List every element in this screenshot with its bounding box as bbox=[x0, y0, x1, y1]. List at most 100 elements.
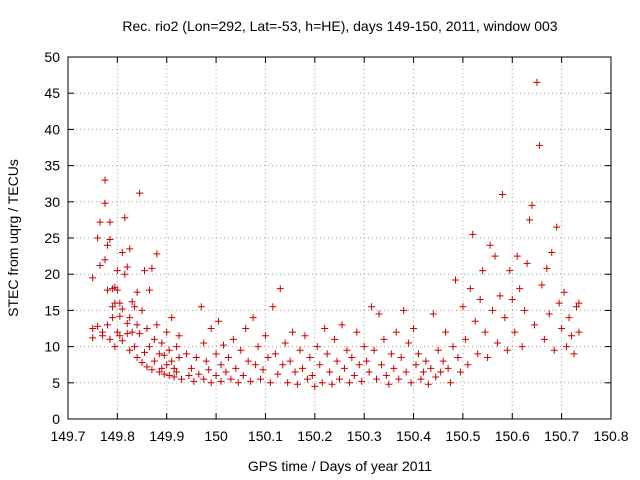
data-point bbox=[131, 343, 139, 351]
x-tick-label: 150.1 bbox=[248, 428, 283, 444]
data-point bbox=[535, 141, 543, 149]
plot-frame bbox=[67, 56, 612, 420]
data-point bbox=[252, 361, 260, 369]
data-point bbox=[513, 252, 521, 260]
data-point bbox=[353, 328, 361, 336]
data-point bbox=[89, 274, 97, 282]
data-point bbox=[170, 364, 178, 372]
data-point bbox=[173, 343, 181, 351]
data-point bbox=[187, 364, 195, 372]
data-point bbox=[108, 303, 116, 311]
data-point bbox=[143, 325, 151, 332]
data-point bbox=[103, 286, 111, 294]
data-point bbox=[170, 373, 178, 381]
data-point bbox=[402, 368, 410, 376]
data-point bbox=[131, 303, 139, 311]
y-tick-label: 5 bbox=[52, 375, 60, 391]
data-point bbox=[419, 368, 427, 376]
data-point bbox=[197, 303, 205, 311]
data-point bbox=[575, 328, 583, 336]
x-axis-label: GPS time / Days of year 2011 bbox=[248, 458, 432, 474]
data-point bbox=[350, 372, 358, 380]
data-point bbox=[405, 339, 413, 347]
data-point bbox=[113, 267, 121, 275]
data-point bbox=[219, 341, 227, 349]
data-point bbox=[511, 328, 519, 336]
y-tick-label: 45 bbox=[44, 85, 60, 101]
data-point bbox=[247, 377, 255, 385]
data-point bbox=[274, 370, 282, 378]
data-point bbox=[568, 332, 576, 340]
data-point bbox=[437, 368, 445, 376]
data-point bbox=[222, 368, 230, 376]
data-point bbox=[318, 379, 326, 387]
chart-title: Rec. rio2 (Lon=292, Lat=-53, h=HE), days… bbox=[122, 18, 557, 34]
data-point bbox=[158, 364, 166, 372]
data-point bbox=[447, 379, 455, 387]
data-point bbox=[484, 353, 492, 361]
y-tick-label: 0 bbox=[52, 411, 60, 427]
data-point bbox=[126, 245, 134, 253]
data-point bbox=[476, 296, 484, 304]
y-tick-labels: 0 5 10 15 20 25 30 35 40 45 50 bbox=[44, 49, 60, 427]
data-point bbox=[481, 328, 489, 336]
data-point bbox=[182, 350, 190, 358]
data-point bbox=[133, 353, 141, 361]
data-point bbox=[432, 373, 440, 381]
data-point bbox=[355, 361, 363, 369]
data-point bbox=[254, 343, 262, 351]
data-point bbox=[360, 343, 368, 351]
data-point bbox=[153, 250, 161, 258]
data-point bbox=[336, 375, 343, 383]
data-point bbox=[160, 351, 168, 359]
data-point bbox=[94, 322, 102, 330]
data-point bbox=[259, 366, 267, 374]
data-point bbox=[343, 346, 351, 354]
data-point bbox=[444, 364, 452, 372]
data-point bbox=[558, 325, 566, 332]
data-point bbox=[377, 361, 385, 369]
data-point bbox=[192, 353, 200, 361]
x-tick-label: 150.4 bbox=[396, 428, 431, 444]
data-point bbox=[417, 375, 425, 383]
data-point bbox=[106, 335, 114, 343]
data-point bbox=[269, 303, 277, 311]
data-point bbox=[143, 363, 151, 371]
data-point bbox=[570, 350, 578, 358]
data-point bbox=[239, 372, 247, 380]
data-point bbox=[540, 335, 548, 343]
x-tick-label: 150.7 bbox=[544, 428, 579, 444]
data-point bbox=[128, 298, 136, 306]
data-point bbox=[345, 379, 353, 387]
data-point bbox=[118, 305, 126, 313]
data-point bbox=[424, 380, 432, 388]
data-point bbox=[173, 368, 181, 376]
data-point bbox=[165, 346, 173, 354]
data-point bbox=[501, 314, 509, 322]
data-point bbox=[528, 201, 536, 209]
data-point bbox=[392, 328, 400, 336]
data-point bbox=[380, 335, 388, 343]
data-point bbox=[232, 364, 240, 372]
data-point bbox=[121, 214, 129, 222]
data-point bbox=[212, 372, 220, 380]
data-point bbox=[145, 343, 153, 351]
data-point bbox=[153, 321, 161, 329]
data-point bbox=[123, 319, 131, 327]
data-point bbox=[530, 321, 538, 329]
data-point bbox=[168, 314, 176, 322]
data-point bbox=[108, 314, 116, 322]
data-point bbox=[101, 199, 109, 207]
data-point bbox=[190, 377, 198, 385]
data-point bbox=[323, 350, 331, 358]
data-point bbox=[113, 286, 121, 294]
x-tick-label: 150.8 bbox=[593, 428, 628, 444]
data-point bbox=[311, 382, 319, 390]
data-point bbox=[348, 353, 356, 361]
data-point bbox=[452, 276, 460, 284]
x-tick-label: 149.8 bbox=[100, 428, 135, 444]
data-point bbox=[469, 230, 477, 238]
data-point bbox=[101, 176, 109, 184]
data-point bbox=[294, 380, 302, 388]
data-point bbox=[308, 372, 316, 380]
